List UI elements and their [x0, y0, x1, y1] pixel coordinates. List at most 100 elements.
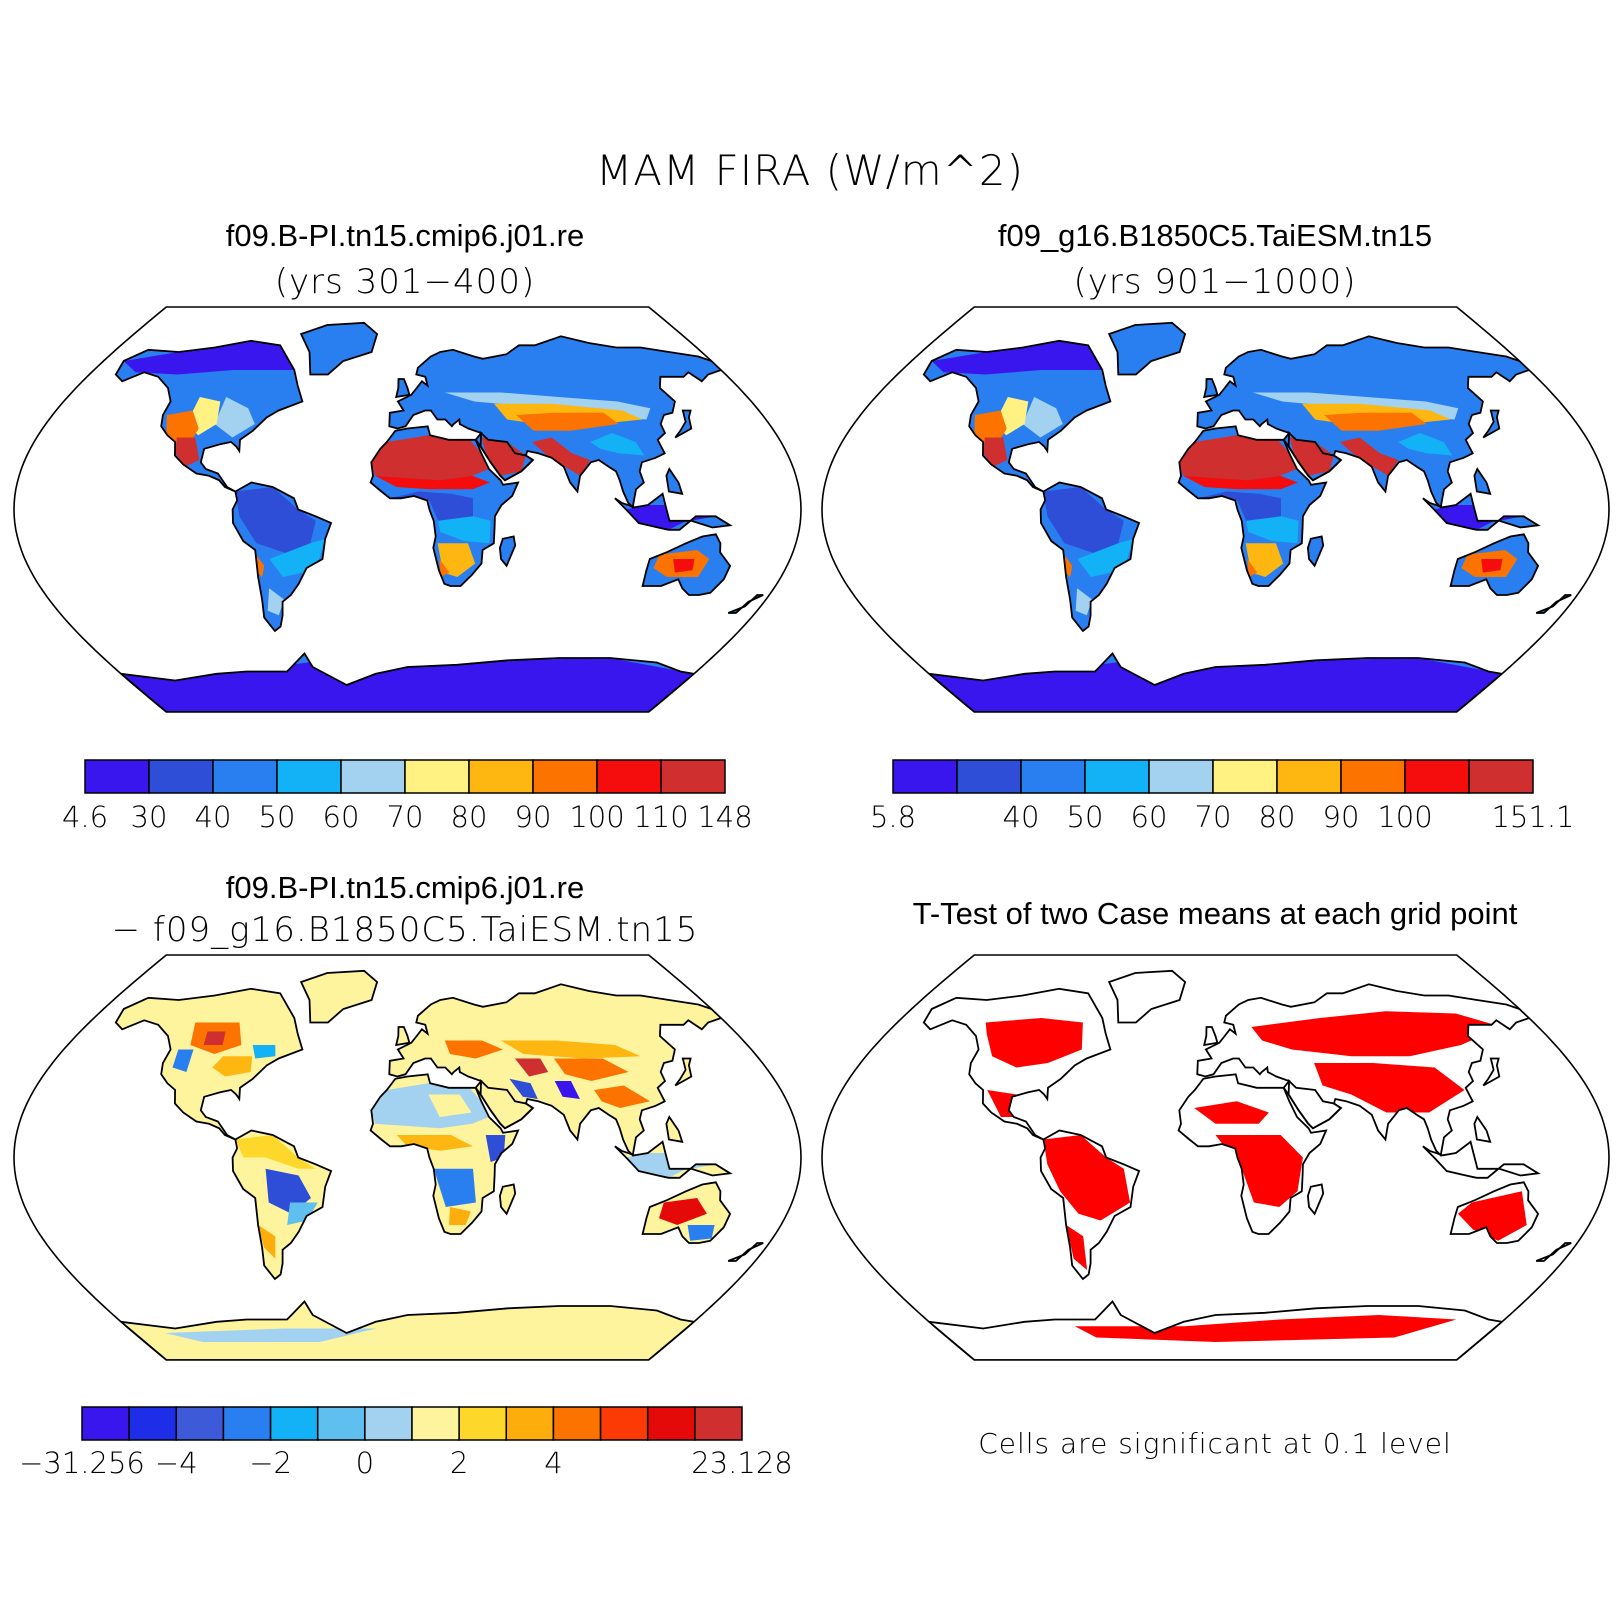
coastline — [727, 1242, 764, 1262]
field-region — [1481, 559, 1503, 573]
coastline — [1449, 1181, 1540, 1244]
coastline — [1287, 430, 1343, 482]
coastline — [665, 467, 684, 495]
colorbar-case1 — [84, 759, 726, 794]
colorbar-box — [892, 759, 958, 794]
colorbar-label: 70 — [1194, 800, 1232, 834]
colorbar-box — [505, 1406, 555, 1441]
field-region — [428, 1094, 472, 1117]
coastline — [498, 1183, 517, 1216]
coastline — [1306, 535, 1325, 568]
colorbar-box — [340, 759, 406, 794]
field-region — [449, 1207, 471, 1225]
colorbar-box — [552, 1406, 602, 1441]
colorbar-box — [458, 1406, 508, 1441]
field-region — [287, 1202, 318, 1225]
colorbar-box — [1084, 759, 1150, 794]
colorbar-box — [1020, 759, 1086, 794]
colorbar-label: 0 — [355, 1446, 375, 1480]
coastline — [1422, 1140, 1541, 1179]
coastline — [674, 409, 693, 439]
coastline — [727, 594, 764, 614]
colorbar-box — [660, 759, 726, 794]
colorbar-label: 30 — [130, 800, 168, 834]
field-region — [444, 1040, 503, 1059]
field-region — [1245, 543, 1284, 577]
field-region — [1340, 437, 1399, 476]
colorbar-case2 — [892, 759, 1534, 794]
coastline — [1196, 335, 1531, 510]
coastline — [1535, 1242, 1572, 1262]
coastline — [1535, 594, 1572, 614]
coastline — [922, 987, 1112, 1141]
coastline — [926, 652, 1505, 712]
coastline — [299, 321, 379, 376]
colorbar-label: 60 — [322, 800, 360, 834]
colorbar-box — [694, 1406, 743, 1441]
field-region — [614, 498, 716, 530]
colorbar-label: 151.1 — [1491, 800, 1575, 834]
field-region — [267, 588, 284, 616]
coastline — [1177, 425, 1328, 587]
field-region — [614, 1146, 716, 1178]
coastline — [114, 339, 304, 493]
field-region — [371, 1083, 489, 1129]
field-region — [1215, 1135, 1303, 1207]
coastline — [1203, 378, 1219, 399]
field-region — [594, 1085, 650, 1108]
coastline — [1473, 467, 1492, 495]
colorbar-label: 100 — [569, 800, 625, 834]
colorbar-label: 5.8 — [869, 800, 917, 834]
coastline — [926, 1300, 1505, 1360]
panel-3-title: f09.B-PI.tn15.cmip6.j01.re — [225, 870, 585, 905]
coastline — [1306, 1183, 1325, 1216]
colorbar-label: 23.128 — [691, 1446, 793, 1480]
coastline — [369, 1073, 520, 1235]
coastline — [231, 1129, 333, 1281]
coastline — [369, 425, 520, 587]
field-region — [1077, 538, 1134, 577]
field-region — [123, 340, 295, 375]
field-region — [439, 559, 450, 577]
colorbar-box — [1404, 759, 1470, 794]
coastline — [1482, 1057, 1501, 1087]
colorbar-label: 110 — [633, 800, 689, 834]
colorbar-label: −31.256 — [19, 1446, 145, 1480]
field-region — [269, 538, 326, 577]
field-region — [1314, 1063, 1465, 1113]
colorbar-box — [1148, 759, 1214, 794]
field-region — [673, 559, 695, 573]
field-region — [390, 491, 473, 528]
coastline — [674, 1057, 693, 1087]
coastline — [118, 652, 697, 712]
field-region — [1398, 433, 1453, 456]
field-region — [1458, 1191, 1527, 1241]
field-region — [1066, 1225, 1088, 1270]
colorbar-box — [276, 759, 342, 794]
field-region — [1043, 1135, 1131, 1221]
colorbar-box — [404, 759, 470, 794]
coastline — [641, 533, 732, 596]
field-region — [172, 1049, 194, 1072]
coastline — [118, 1300, 697, 1360]
coastline — [388, 335, 723, 510]
field-region — [1074, 1315, 1457, 1342]
colorbar-label: 90 — [1322, 800, 1360, 834]
colorbar-box — [1468, 759, 1534, 794]
coastline — [641, 1181, 732, 1244]
colorbar-label: 50 — [258, 800, 296, 834]
field-region — [1043, 487, 1124, 555]
coastline — [498, 535, 517, 568]
coastline — [614, 492, 733, 531]
land-fill — [115, 970, 764, 1360]
colorbar-label: 60 — [1130, 800, 1168, 834]
field-region — [590, 433, 645, 456]
field-region — [1075, 588, 1092, 616]
coastline — [1196, 983, 1531, 1158]
coastline — [1107, 321, 1187, 376]
colorbar-label: 80 — [450, 800, 488, 834]
colorbar-box — [1212, 759, 1278, 794]
field-region — [514, 1058, 549, 1077]
map-panel-case1 — [13, 306, 802, 713]
colorbar-box — [364, 1406, 413, 1441]
